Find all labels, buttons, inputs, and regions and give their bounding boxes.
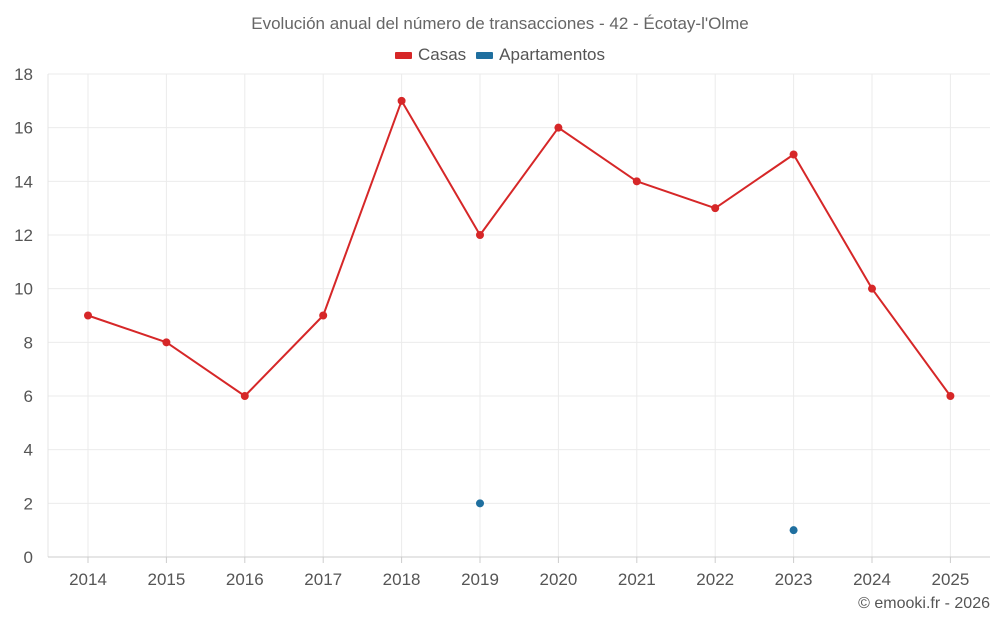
x-tick-label: 2025 xyxy=(931,570,969,589)
x-tick-label: 2019 xyxy=(461,570,499,589)
x-tick-label: 2024 xyxy=(853,570,891,589)
x-tick-label: 2021 xyxy=(618,570,656,589)
y-tick-label: 4 xyxy=(24,441,33,460)
y-tick-label: 6 xyxy=(24,387,33,406)
x-tick-label: 2018 xyxy=(383,570,421,589)
legend-label-apartamentos: Apartamentos xyxy=(499,45,606,64)
data-point-casas xyxy=(789,150,798,159)
x-tick-label: 2017 xyxy=(304,570,342,589)
x-tick-label: 2022 xyxy=(696,570,734,589)
data-point-casas xyxy=(632,177,641,186)
y-tick-label: 8 xyxy=(24,333,33,352)
legend: Casas Apartamentos xyxy=(0,45,1000,65)
data-point-casas xyxy=(397,96,406,105)
x-tick-label: 2020 xyxy=(539,570,577,589)
x-tick-label: 2014 xyxy=(69,570,107,589)
data-point-casas xyxy=(319,311,328,320)
y-tick-label: 16 xyxy=(14,119,33,138)
y-tick-label: 18 xyxy=(14,65,33,84)
y-tick-label: 10 xyxy=(14,280,33,299)
x-tick-label: 2023 xyxy=(775,570,813,589)
legend-item-apartamentos[interactable]: Apartamentos xyxy=(476,45,605,65)
legend-swatch-casas xyxy=(394,51,412,59)
y-tick-label: 14 xyxy=(14,172,33,191)
y-tick-label: 12 xyxy=(14,226,33,245)
data-point-casas xyxy=(946,392,955,400)
x-tick-label: 2015 xyxy=(147,570,185,589)
series-line-casas xyxy=(87,99,952,397)
y-tick-label: 0 xyxy=(24,548,33,567)
data-point-casas xyxy=(240,392,249,400)
data-point-casas xyxy=(84,311,92,320)
credit-text: © emooki.fr - 2026 xyxy=(858,595,990,612)
legend-item-casas[interactable]: Casas xyxy=(394,45,467,65)
chart-title: Evolución anual del número de transaccio… xyxy=(251,14,749,33)
legend-label-casas: Casas xyxy=(417,45,467,64)
data-point-casas xyxy=(711,204,720,213)
data-point-casas xyxy=(868,284,876,293)
data-point-apartamentos xyxy=(789,526,798,535)
x-tick-label: 2016 xyxy=(226,570,264,589)
data-point-casas xyxy=(476,231,484,239)
data-point-casas xyxy=(162,338,171,347)
data-point-apartamentos xyxy=(476,499,484,508)
legend-swatch-apartamentos xyxy=(476,51,494,59)
y-tick-label: 2 xyxy=(24,494,33,513)
data-point-casas xyxy=(554,123,563,132)
